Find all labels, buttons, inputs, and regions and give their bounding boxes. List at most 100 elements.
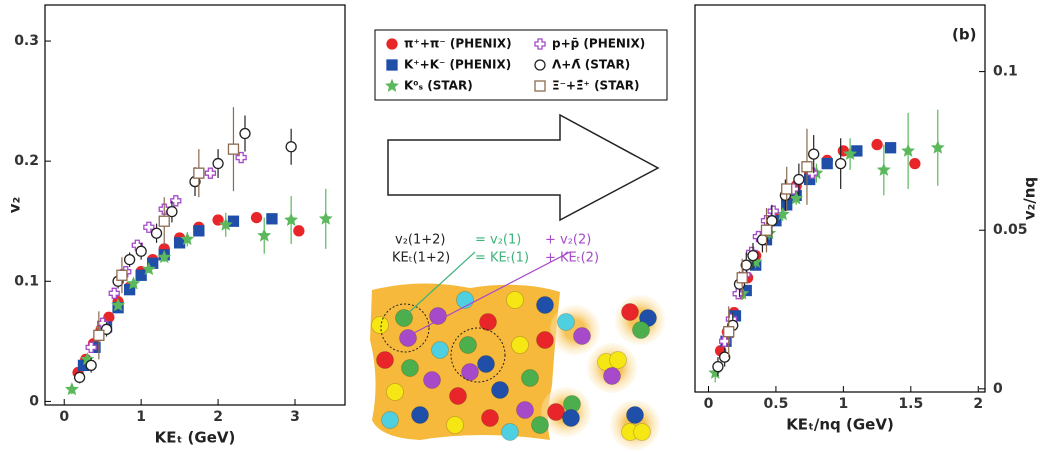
point bbox=[227, 143, 240, 155]
point bbox=[204, 167, 217, 179]
point bbox=[170, 195, 182, 207]
point bbox=[821, 157, 833, 170]
quark bbox=[429, 307, 447, 325]
legend-marker bbox=[534, 59, 546, 71]
point bbox=[218, 217, 233, 231]
quark bbox=[386, 383, 404, 401]
formula-text: + KEₜ(2) bbox=[545, 251, 599, 266]
y-tick-label: 0 bbox=[993, 381, 1003, 397]
quark bbox=[521, 369, 539, 387]
point bbox=[257, 228, 272, 242]
point bbox=[876, 162, 891, 176]
quark bbox=[547, 403, 565, 421]
point bbox=[250, 211, 263, 224]
quark bbox=[506, 291, 524, 309]
point bbox=[73, 371, 86, 384]
quark bbox=[536, 331, 554, 349]
quark bbox=[557, 313, 575, 331]
quark bbox=[479, 313, 497, 331]
quark bbox=[626, 406, 644, 424]
point bbox=[732, 288, 744, 300]
point bbox=[123, 254, 136, 266]
point bbox=[266, 213, 278, 225]
point bbox=[111, 298, 126, 312]
point bbox=[793, 173, 805, 186]
point bbox=[150, 227, 163, 239]
point bbox=[318, 211, 333, 225]
point bbox=[135, 269, 147, 281]
point bbox=[108, 287, 120, 299]
point bbox=[293, 225, 305, 237]
legend-marker bbox=[386, 38, 398, 50]
quark bbox=[609, 351, 627, 369]
point bbox=[801, 161, 813, 173]
dashed-circle bbox=[450, 327, 506, 383]
quark bbox=[632, 321, 650, 339]
quark bbox=[477, 355, 495, 373]
legend-box bbox=[374, 29, 668, 101]
plot-frame bbox=[44, 4, 346, 406]
x-tick-label: 1 bbox=[136, 409, 146, 425]
point bbox=[760, 224, 773, 236]
quark bbox=[481, 409, 499, 427]
x-tick-label: 0 bbox=[59, 409, 69, 425]
point bbox=[930, 140, 945, 154]
point bbox=[835, 157, 847, 170]
point bbox=[93, 329, 105, 341]
formula-text: + v₂(2) bbox=[545, 233, 591, 248]
quark bbox=[376, 351, 394, 369]
legend-marker bbox=[386, 59, 398, 71]
x-tick-label: 2 bbox=[973, 396, 983, 412]
y-axis-title: v₂ bbox=[6, 197, 24, 213]
pointer-line bbox=[404, 251, 476, 317]
formula-text: v₂(1+2) bbox=[395, 233, 445, 248]
plots: 0 0.1 0.2 0.3 0 1 2 3 KEₜ (GeV) v₂ 0 0.05 0.1 0 0.5 1 1.… bbox=[6, 4, 1039, 447]
quark bbox=[401, 359, 419, 377]
point bbox=[719, 351, 731, 363]
quark bbox=[516, 401, 534, 419]
x-tick-label: 3 bbox=[290, 409, 300, 425]
quark bbox=[633, 423, 651, 441]
quark bbox=[562, 409, 580, 427]
hadron-glow bbox=[550, 305, 600, 355]
formula-text: = KEₜ(1) bbox=[475, 251, 529, 266]
plot-frame bbox=[694, 4, 986, 393]
point bbox=[227, 215, 240, 227]
y-tick-label: 0.05 bbox=[993, 222, 1028, 238]
x-tick-label: 2 bbox=[213, 409, 223, 425]
quark bbox=[621, 303, 639, 321]
x-tick-label: 1.5 bbox=[898, 396, 923, 412]
quark bbox=[461, 363, 479, 381]
point bbox=[143, 221, 155, 233]
formula-text: KEₜ(1+2) bbox=[392, 251, 450, 266]
quark bbox=[501, 423, 519, 441]
legend-label: K⁰ₛ (STAR) bbox=[404, 79, 473, 93]
point bbox=[158, 215, 170, 227]
point bbox=[239, 127, 251, 140]
point bbox=[789, 191, 804, 205]
quark bbox=[603, 367, 621, 385]
dashed-circle bbox=[380, 303, 430, 353]
point bbox=[126, 276, 141, 290]
point bbox=[193, 225, 205, 237]
point bbox=[166, 205, 178, 218]
point bbox=[141, 261, 156, 276]
point bbox=[85, 359, 97, 372]
arrow bbox=[387, 113, 660, 222]
point bbox=[781, 183, 793, 195]
point bbox=[909, 157, 921, 170]
point bbox=[64, 382, 79, 396]
quark bbox=[536, 296, 554, 314]
y-tick-label: 0.3 bbox=[14, 33, 39, 49]
point bbox=[193, 167, 205, 179]
point bbox=[719, 335, 731, 347]
point bbox=[285, 141, 297, 153]
point bbox=[901, 143, 916, 157]
point bbox=[212, 157, 224, 170]
point bbox=[851, 145, 863, 157]
legend-label: π⁺+π⁻ (PHENIX) bbox=[404, 37, 512, 51]
y-tick-label: 0.1 bbox=[14, 273, 39, 289]
quark bbox=[573, 327, 591, 345]
point bbox=[871, 138, 883, 151]
